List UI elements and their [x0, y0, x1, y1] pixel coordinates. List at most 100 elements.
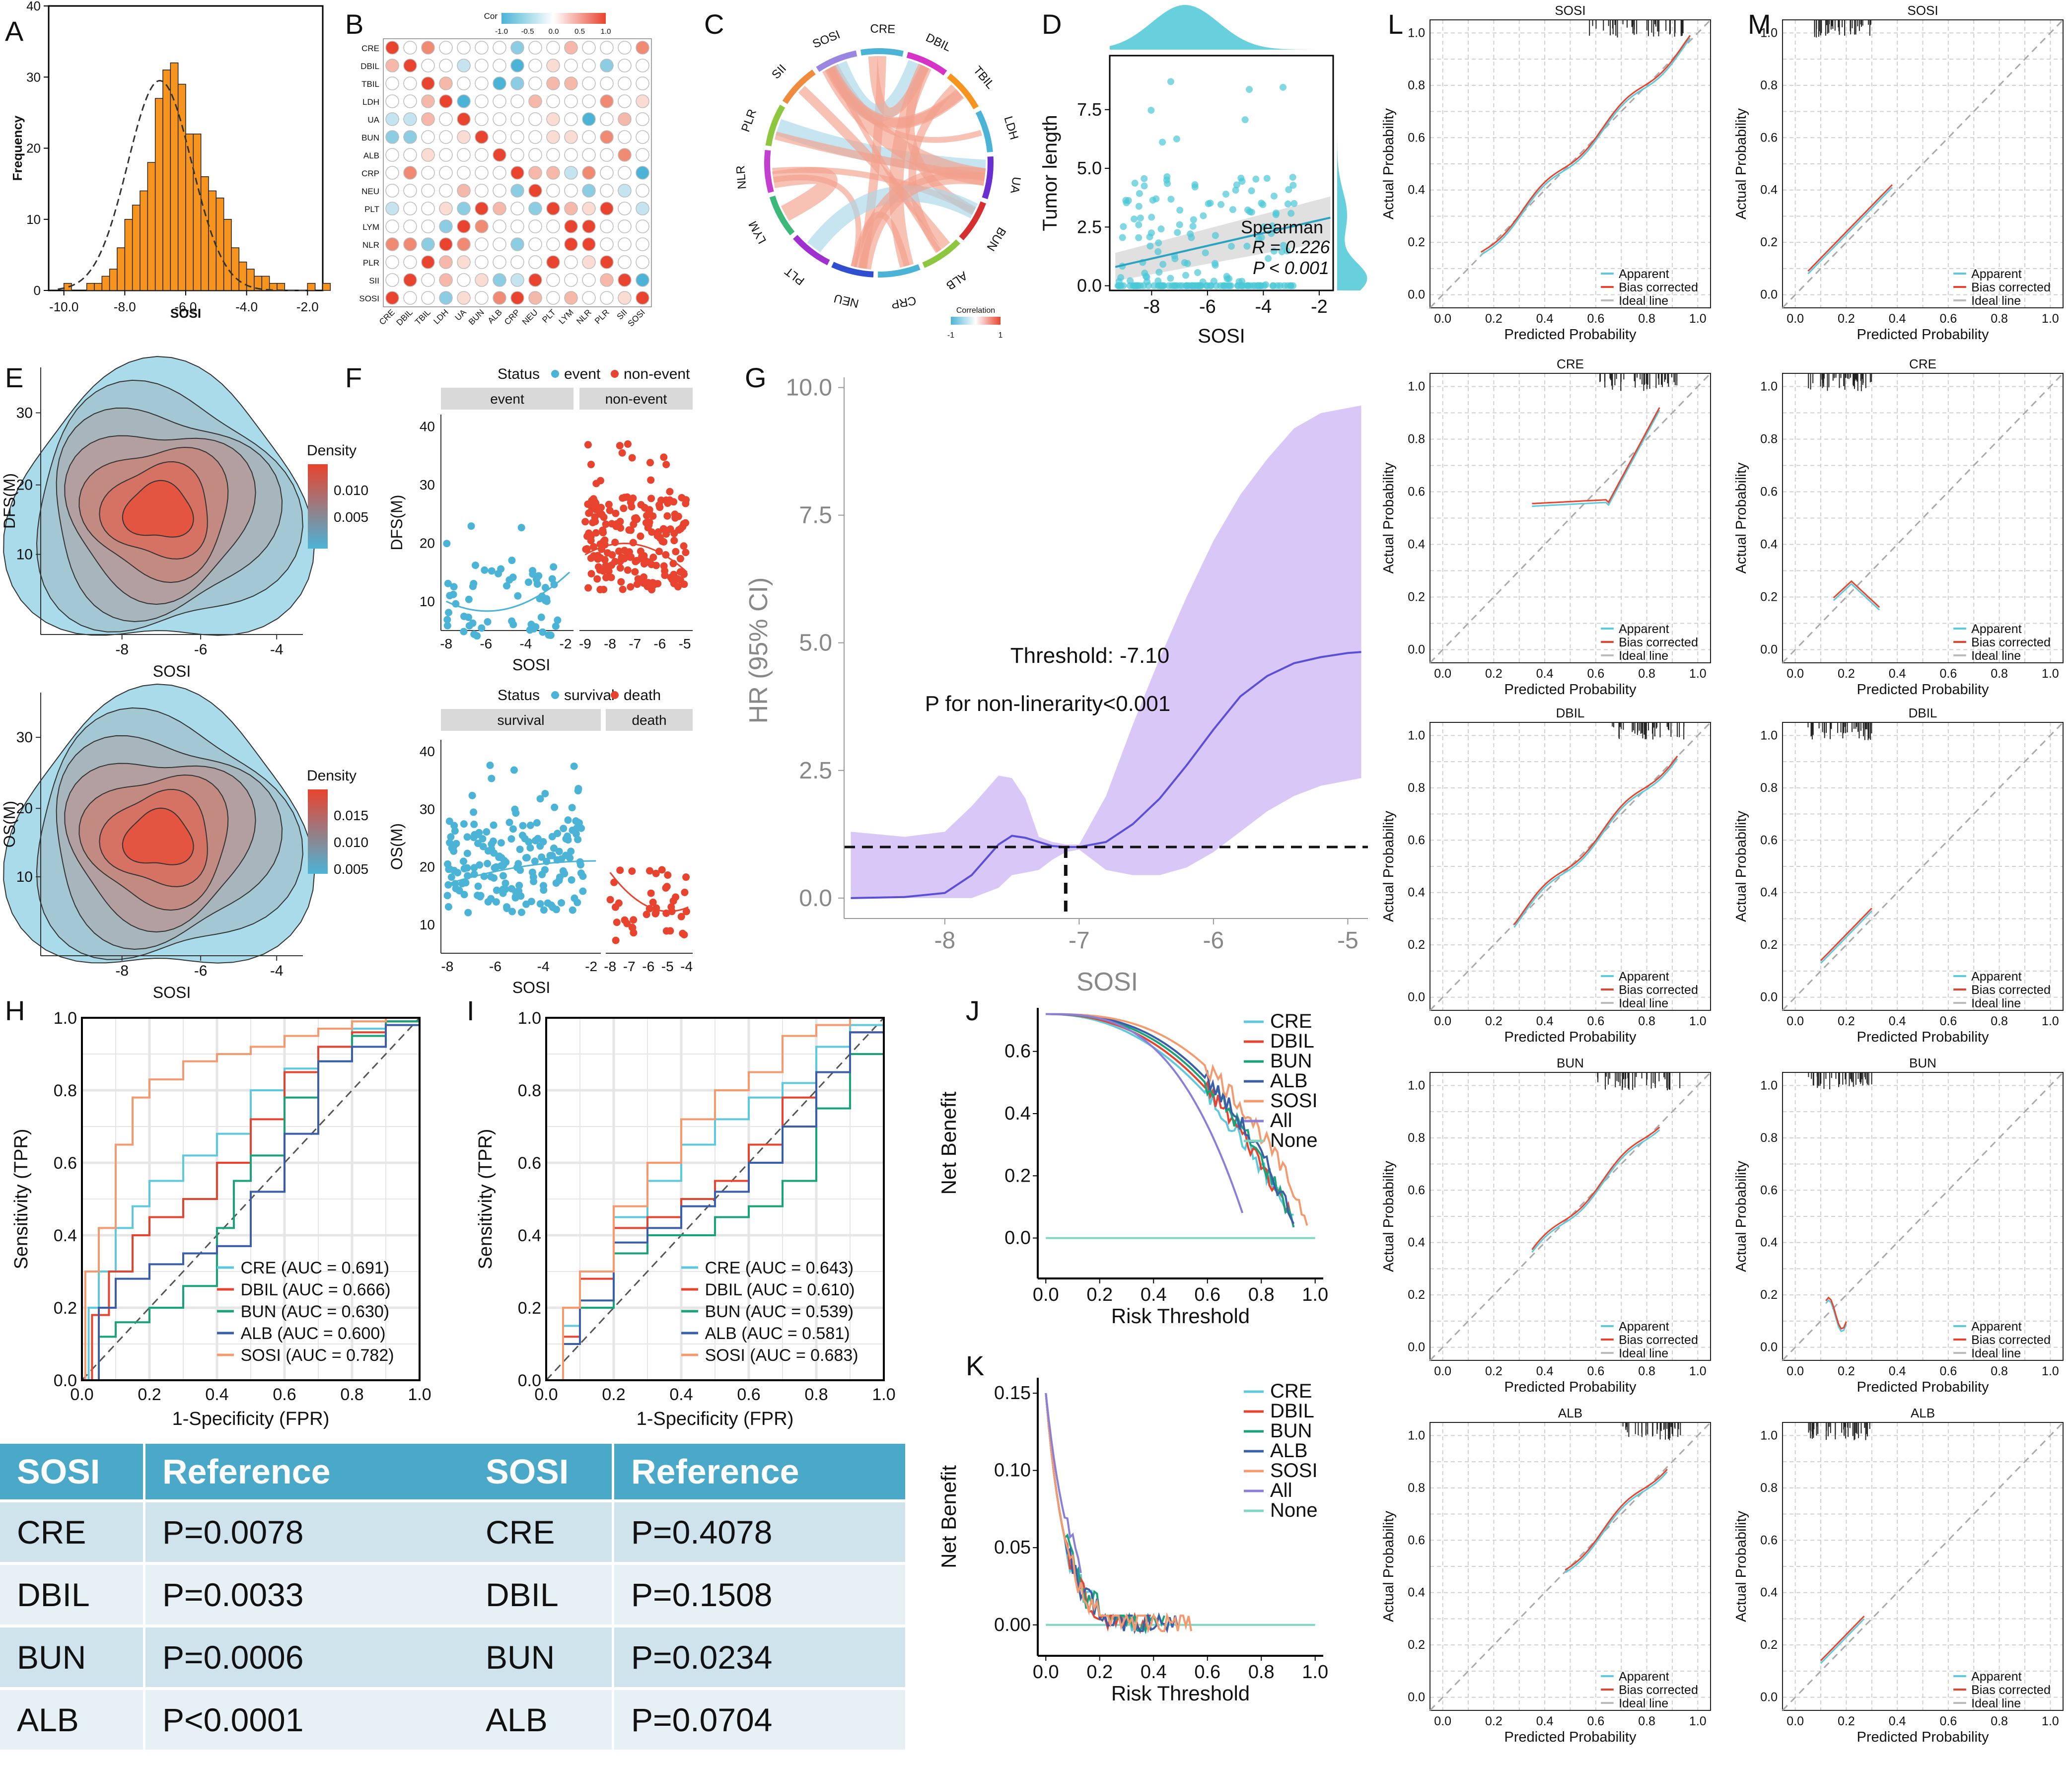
data-point: [646, 459, 654, 467]
x-tick-label: 0.4: [1889, 1714, 1906, 1728]
correlation-dot: [475, 237, 489, 251]
data-point: [463, 864, 471, 872]
data-point: [666, 525, 674, 533]
subplot-title: DBIL: [1556, 706, 1585, 720]
data-point: [470, 808, 478, 816]
legend-label: Bias corrected: [1971, 636, 2051, 649]
correlation-dot: [618, 76, 632, 90]
data-point: [554, 830, 562, 838]
plot-frame: [1782, 373, 2064, 663]
y-tick-label: 0.0: [1760, 1341, 1778, 1354]
data-point: [1284, 247, 1291, 255]
y-tick-label: 0.2: [1760, 1638, 1778, 1652]
x-tick-label: 0.8: [1638, 1364, 1655, 1378]
correlation-dot: [546, 76, 560, 90]
data-point: [680, 542, 688, 550]
x-tick-label: 0.4: [1141, 1284, 1167, 1305]
x-tick-label: 0.4: [1536, 667, 1554, 681]
correlation-dot: [457, 59, 471, 72]
legend-label: ALB (AUC = 0.600): [241, 1324, 386, 1343]
legend-label: Bias corrected: [1971, 983, 2051, 997]
x-tick-label: 0.4: [205, 1385, 228, 1404]
histogram-bar: [140, 190, 148, 291]
y-tick-label: 0.15: [994, 1383, 1031, 1404]
data-point: [538, 870, 546, 878]
correlation-dot: [493, 94, 506, 108]
correlation-dot: [439, 237, 453, 251]
data-point: [660, 453, 668, 461]
data-point: [624, 566, 632, 574]
data-point: [566, 854, 574, 862]
correlation-dot: [564, 273, 578, 287]
x-tick-label: -5: [661, 959, 674, 974]
data-point: [1248, 187, 1255, 195]
correlation-dot: [439, 59, 453, 72]
x-axis-label: SOSI: [1076, 968, 1138, 996]
data-point: [533, 819, 541, 827]
roc-curve: [82, 1018, 421, 1381]
data-point: [624, 440, 632, 448]
sector-label: LDH: [1001, 115, 1021, 141]
data-point: [503, 903, 511, 911]
plot-frame: [545, 1017, 885, 1381]
correlation-dot: [439, 255, 453, 269]
legend-label: Ideal line: [1619, 1696, 1668, 1710]
y-axis-label: Sensitivity (TPR): [11, 1129, 32, 1270]
data-point: [529, 873, 537, 881]
ideal-line: [1429, 19, 1712, 309]
correlation-dot: [457, 166, 471, 180]
x-tick-label: 0.2: [602, 1385, 625, 1404]
data-point: [1140, 282, 1147, 289]
legend-label: CRE: [1270, 1010, 1312, 1032]
ideal-line: [1782, 372, 2064, 664]
y-tick-label: 7.5: [799, 502, 832, 529]
y-tick-label: 0.8: [1760, 1131, 1778, 1145]
correlation-dot: [385, 59, 399, 72]
y-tick-label: 0.6: [1760, 1533, 1778, 1547]
x-tick-label: 0.2: [1485, 667, 1502, 681]
data-point: [570, 762, 578, 770]
data-point: [1141, 182, 1148, 190]
correlation-dot: [457, 219, 471, 233]
calibration-curve: [1807, 184, 1893, 272]
net-benefit-curve: [1046, 1013, 1294, 1216]
data-point: [1131, 282, 1138, 289]
data-point: [541, 789, 549, 797]
legend-label: None: [1270, 1130, 1318, 1151]
x-tick-label: -8: [441, 959, 453, 974]
x-tick-label: 0.0: [1434, 1014, 1451, 1028]
correlation-dot: [618, 219, 632, 233]
correlation-dot: [439, 76, 453, 90]
panel-label: G: [745, 362, 767, 393]
correlation-dot: [403, 148, 417, 162]
correlation-dot: [475, 255, 489, 269]
data-point: [613, 520, 621, 528]
correlation-dot: [600, 219, 614, 233]
correlation-dot: [403, 130, 417, 144]
x-tick-label: 1.0: [872, 1385, 895, 1404]
data-point: [1176, 282, 1184, 289]
x-tick-label: -10.0: [49, 299, 78, 314]
correlation-dot: [582, 41, 596, 55]
histogram-bar: [154, 98, 163, 291]
correlation-dot: [636, 237, 649, 251]
correlation-dot: [510, 41, 524, 55]
y-tick-label: 0.8: [1408, 1131, 1425, 1145]
subplot-title: DBIL: [1909, 706, 1937, 720]
correlation-dot: [546, 237, 560, 251]
panel-label: J: [966, 995, 980, 1026]
correlation-dot: [636, 219, 649, 233]
legend-label: Ideal line: [1971, 1346, 2021, 1360]
legend-label: Bias corrected: [1619, 983, 1698, 997]
x-axis-label: Predicted Probability: [1504, 1379, 1637, 1395]
chord-sector: [959, 201, 986, 240]
chord-sector: [922, 239, 960, 268]
data-point: [592, 529, 600, 537]
data-point: [1182, 272, 1190, 279]
y-tick-label: 30: [420, 477, 435, 493]
x-axis-label: SOSI: [170, 306, 201, 321]
correlation-dot: [564, 291, 578, 305]
data-point: [676, 555, 684, 563]
data-point: [524, 578, 532, 586]
correlation-dot: [510, 130, 524, 144]
